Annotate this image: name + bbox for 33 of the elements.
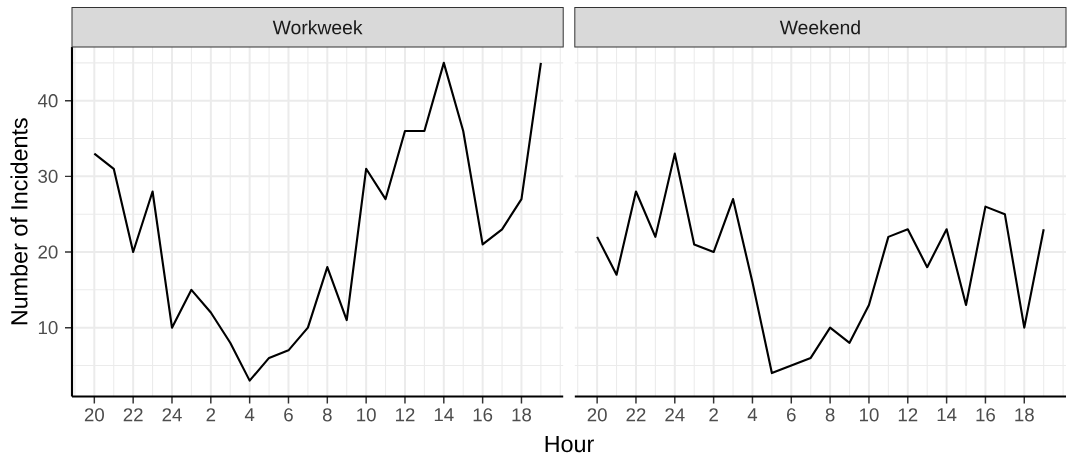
x-tick-label: 10 xyxy=(357,408,376,422)
x-tick-label: 18 xyxy=(512,408,532,422)
x-tick-label: 22 xyxy=(626,408,646,422)
x-tick-label: 4 xyxy=(747,408,758,422)
x-tick-label: 2 xyxy=(709,408,718,422)
line-series xyxy=(93,61,542,382)
x-tick-label: 12 xyxy=(898,408,918,422)
x-tick-label: 16 xyxy=(976,408,995,422)
x-tick-label: 24 xyxy=(665,408,685,422)
y-tick-label: 10 xyxy=(38,321,58,335)
y-axis-title: Number of Incidents xyxy=(10,118,28,325)
x-tick-label: 14 xyxy=(937,408,957,422)
x-tick-label: 2 xyxy=(206,408,216,422)
x-tick-label: 22 xyxy=(123,408,143,422)
x-tick-label: 24 xyxy=(162,408,182,422)
y-tick-label: 20 xyxy=(38,245,58,259)
x-tick-label: 4 xyxy=(244,408,255,422)
x-tick-label: 8 xyxy=(322,408,332,422)
y-tick-label: 40 xyxy=(37,94,58,108)
chart-title: Workweek xyxy=(272,20,363,35)
x-tick-label: 10 xyxy=(859,408,879,422)
x-tick-label: 16 xyxy=(473,408,493,422)
x-tick-label: 14 xyxy=(434,408,454,422)
chart-title: Weekend xyxy=(779,20,860,35)
x-tick-label: 18 xyxy=(1015,408,1034,422)
x-tick-label: 12 xyxy=(396,408,415,422)
x-tick-label: 20 xyxy=(84,408,104,422)
x-tick-label: 6 xyxy=(284,408,293,422)
x-tick-label: 6 xyxy=(787,408,796,422)
x-tick-label: 20 xyxy=(587,408,607,422)
y-tick-label: 30 xyxy=(38,169,58,183)
x-axis-title: Hour xyxy=(545,435,594,453)
x-tick-label: 8 xyxy=(825,408,835,422)
